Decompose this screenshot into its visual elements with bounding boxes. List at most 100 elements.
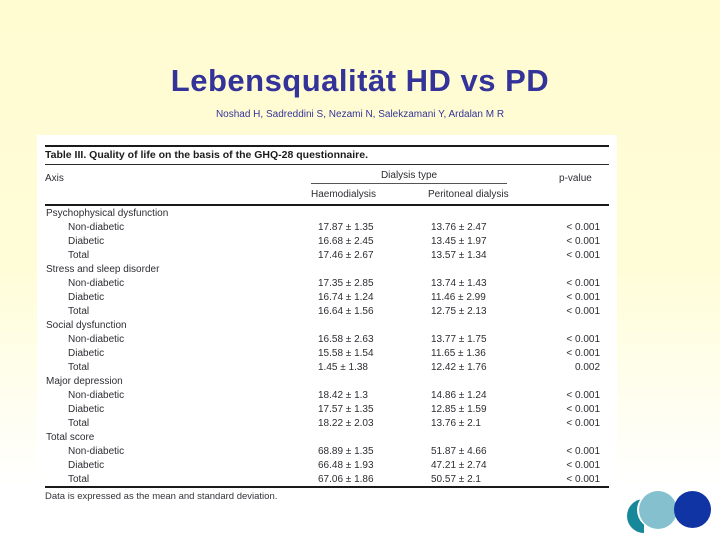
p-value-cell: < 0.001 <box>566 221 601 233</box>
peritoneal-value-cell: 11.46 ± 2.99 <box>431 291 486 303</box>
p-value-cell: < 0.001 <box>566 417 601 429</box>
peritoneal-value-cell: 14.86 ± 1.24 <box>431 389 487 401</box>
table-row: Non-diabetic 17.87 ± 1.35 13.76 ± 2.47 < 0.… <box>45 220 609 234</box>
p-value-cell: < 0.001 <box>566 305 601 317</box>
empty-header-cell <box>559 184 610 206</box>
p-value-cell: 0.002 <box>574 361 601 373</box>
peritoneal-value-cell: 13.76 ± 2.1 <box>431 417 481 429</box>
table-row: Total 1.45 ± 1.38 12.42 ± 1.76 0.002 <box>45 360 609 374</box>
group-header-row: Psychophysical dysfunction <box>45 205 609 220</box>
haemodialysis-value-cell: 16.58 ± 2.63 <box>318 333 374 345</box>
table-body: Psychophysical dysfunction Non-diabetic 17… <box>45 205 609 487</box>
group-label: Stress and sleep disorder <box>46 263 160 275</box>
table-row: Total 18.22 ± 2.03 13.76 ± 2.1 < 0.001 <box>45 416 609 430</box>
table-row: Diabetic 17.57 ± 1.35 12.85 ± 1.59 < 0.001 <box>45 402 609 416</box>
haemodialysis-value-cell: 16.68 ± 2.45 <box>318 235 374 247</box>
peritoneal-value-cell: 13.77 ± 1.75 <box>431 333 487 345</box>
p-value-cell: < 0.001 <box>566 277 601 289</box>
column-header-axis: Axis <box>45 173 64 184</box>
haemodialysis-value-cell: 17.35 ± 2.85 <box>318 277 374 289</box>
peritoneal-value-cell: 12.75 ± 2.13 <box>431 305 487 317</box>
axis-cell: Non-diabetic <box>68 333 125 345</box>
light-teal-circle <box>639 491 677 529</box>
ghq28-table: Axis Dialysis type p-value Haemodialysis… <box>45 164 610 488</box>
peritoneal-value-cell: 13.74 ± 1.43 <box>431 277 487 289</box>
haemodialysis-value-cell: 18.22 ± 2.03 <box>318 417 374 429</box>
column-header-haemodialysis: Haemodialysis <box>311 184 428 206</box>
p-value-cell: < 0.001 <box>566 445 601 457</box>
axis-cell: Total <box>68 473 90 485</box>
axis-cell: Non-diabetic <box>68 389 125 401</box>
p-value-cell: < 0.001 <box>566 403 601 415</box>
peritoneal-value-cell: 13.57 ± 1.34 <box>431 249 487 261</box>
peritoneal-value-cell: 13.76 ± 2.47 <box>431 221 487 233</box>
table-row: Total 17.46 ± 2.67 13.57 ± 1.34 < 0.001 <box>45 248 609 262</box>
column-header-dialysis-type: Dialysis type <box>311 165 559 184</box>
table-row: Diabetic 15.58 ± 1.54 11.65 ± 1.36 < 0.001 <box>45 346 609 360</box>
peritoneal-value-cell: 50.57 ± 2.1 <box>431 473 481 485</box>
table-row: Total 67.06 ± 1.86 50.57 ± 2.1 < 0.001 <box>45 472 609 487</box>
group-header-row: Social dysfunction <box>45 318 609 332</box>
axis-cell: Total <box>68 249 90 261</box>
axis-cell: Diabetic <box>68 403 105 415</box>
peritoneal-value-cell: 12.42 ± 1.76 <box>431 361 487 373</box>
group-label: Social dysfunction <box>46 319 127 331</box>
p-value-cell: < 0.001 <box>566 249 601 261</box>
haemodialysis-value-cell: 16.64 ± 1.56 <box>318 305 374 317</box>
haemodialysis-value-cell: 16.74 ± 1.24 <box>318 291 374 303</box>
slide-title: Lebensqualität HD vs PD <box>170 63 550 98</box>
haemodialysis-value-cell: 17.87 ± 1.35 <box>318 221 374 233</box>
p-value-cell: < 0.001 <box>566 347 601 359</box>
haemodialysis-value-cell: 1.45 ± 1.38 <box>318 361 368 373</box>
dark-blue-circle <box>674 491 711 528</box>
group-label: Major depression <box>46 375 123 387</box>
table-caption: Table III. Quality of life on the basis … <box>45 149 369 161</box>
axis-cell: Non-diabetic <box>68 221 125 233</box>
axis-cell: Diabetic <box>68 235 105 247</box>
group-header-row: Stress and sleep disorder <box>45 262 609 276</box>
haemodialysis-value-cell: 68.89 ± 1.35 <box>318 445 374 457</box>
axis-cell: Total <box>68 305 90 317</box>
peritoneal-value-cell: 51.87 ± 4.66 <box>431 445 487 457</box>
empty-header-cell <box>45 184 311 206</box>
p-value-cell: < 0.001 <box>566 291 601 303</box>
axis-cell: Non-diabetic <box>68 445 125 457</box>
table-top-rule <box>45 145 609 147</box>
axis-cell: Diabetic <box>68 291 105 303</box>
peritoneal-value-cell: 11.65 ± 1.36 <box>431 347 486 359</box>
haemodialysis-value-cell: 18.42 ± 1.3 <box>318 389 368 401</box>
axis-cell: Diabetic <box>68 347 105 359</box>
haemodialysis-value-cell: 66.48 ± 1.93 <box>318 459 374 471</box>
table-row: Non-diabetic 16.58 ± 2.63 13.77 ± 1.75 < 0.… <box>45 332 609 346</box>
table-footnote: Data is expressed as the mean and standa… <box>45 491 278 502</box>
table-figure: Table III. Quality of life on the basis … <box>37 135 617 517</box>
column-header-p-value: p-value <box>559 173 592 184</box>
table-row: Non-diabetic 18.42 ± 1.3 14.86 ± 1.24 < 0.0… <box>45 388 609 402</box>
axis-cell: Total <box>68 417 90 429</box>
p-value-cell: < 0.001 <box>566 473 601 485</box>
table-row: Diabetic 16.74 ± 1.24 11.46 ± 2.99 < 0.001 <box>45 290 609 304</box>
axis-cell: Non-diabetic <box>68 277 125 289</box>
axis-cell: Diabetic <box>68 459 105 471</box>
column-header-peritoneal-dialysis: Peritoneal dialysis <box>428 184 560 206</box>
group-label: Psychophysical dysfunction <box>46 207 169 219</box>
p-value-cell: < 0.001 <box>566 459 601 471</box>
table-row: Non-diabetic 17.35 ± 2.85 13.74 ± 1.43 < 0.… <box>45 276 609 290</box>
group-header-row: Major depression <box>45 374 609 388</box>
p-value-cell: < 0.001 <box>566 333 601 345</box>
table-row: Non-diabetic 68.89 ± 1.35 51.87 ± 4.66 < 0.… <box>45 444 609 458</box>
p-value-cell: < 0.001 <box>566 389 601 401</box>
table-row: Diabetic 66.48 ± 1.93 47.21 ± 2.74 < 0.001 <box>45 458 609 472</box>
p-value-cell: < 0.001 <box>566 235 601 247</box>
half-moon-shape <box>627 499 644 533</box>
authors-line: Noshad H, Sadreddini S, Nezami N, Salekz… <box>215 109 505 120</box>
axis-cell: Total <box>68 361 90 373</box>
peritoneal-value-cell: 13.45 ± 1.97 <box>431 235 487 247</box>
peritoneal-value-cell: 47.21 ± 2.74 <box>431 459 487 471</box>
group-header-row: Total score <box>45 430 609 444</box>
haemodialysis-value-cell: 15.58 ± 1.54 <box>318 347 374 359</box>
table-row: Diabetic 16.68 ± 2.45 13.45 ± 1.97 < 0.001 <box>45 234 609 248</box>
group-label: Total score <box>46 431 95 443</box>
haemodialysis-value-cell: 17.46 ± 2.67 <box>318 249 374 261</box>
